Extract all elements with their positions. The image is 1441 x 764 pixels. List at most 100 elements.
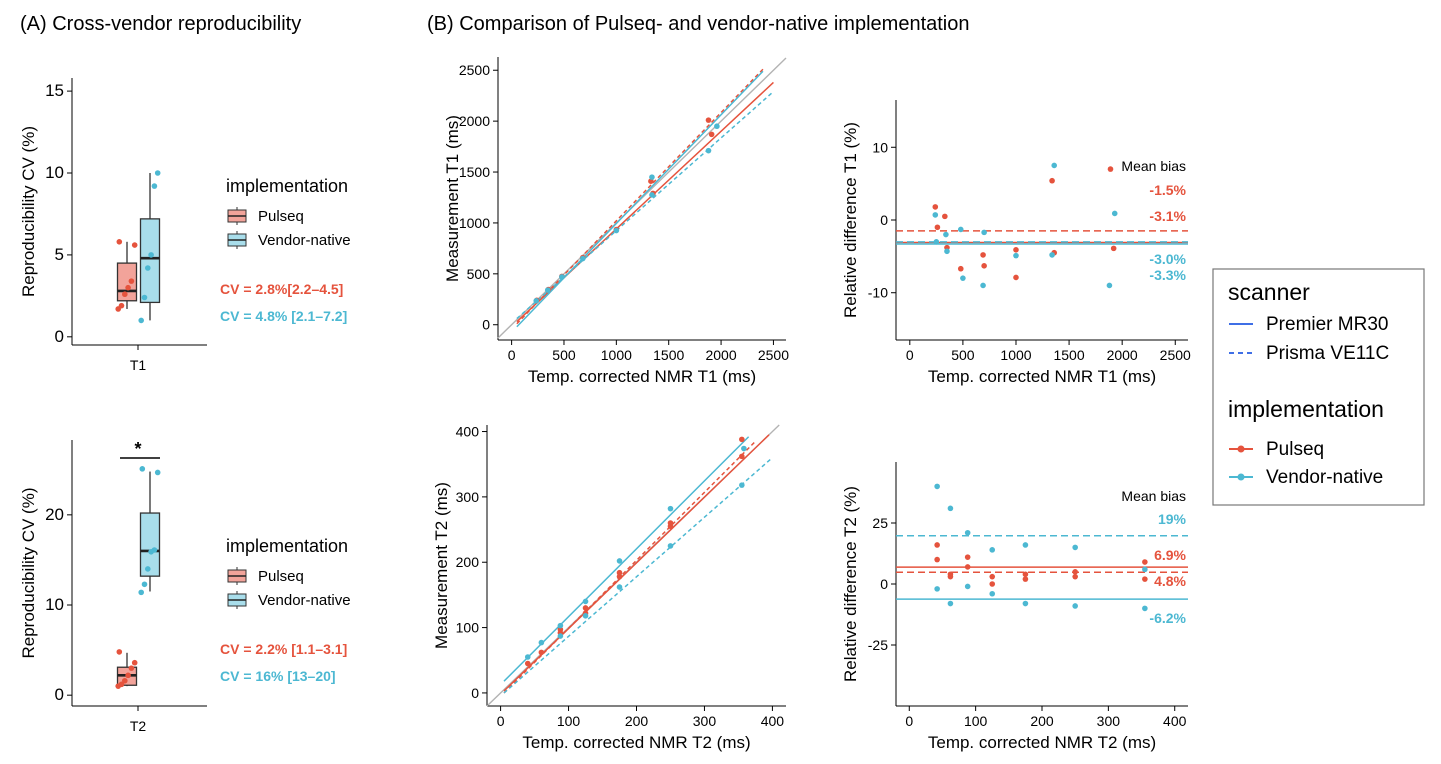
box_t2-cv-annotation: CV = 16% [13–20] <box>220 668 336 684</box>
ba_t2-point-vendor-native <box>1142 566 1148 573</box>
ba_t2-point-pulseq <box>989 573 996 580</box>
box_t2-ylabel: Reproducibility CV (%) <box>19 488 38 659</box>
scatter_t2-fit-vendor-native-prisma-ve11c <box>503 457 773 694</box>
ba_t2-point-pulseq <box>934 542 940 548</box>
ba_t1-point-pulseq <box>1107 166 1114 172</box>
ba_t1-ytick-label: 0 <box>880 212 888 228</box>
ba_t1-xtick-label: 2500 <box>1160 347 1191 363</box>
box_t1-point-pulseq <box>122 291 128 298</box>
scatter_t1-fit-pulseq-prisma-ve11c <box>516 68 764 325</box>
scatter_t2-point-vendor-native <box>667 505 674 512</box>
legend-title-implementation-b: implementation <box>1228 396 1384 422</box>
ba_t1-bias-label: -3.1% <box>1149 208 1186 224</box>
box_t2-ytick-label: 10 <box>45 595 64 614</box>
box_t2-point-vendor-native <box>151 547 158 553</box>
scatter_t2-point-vendor-native <box>741 445 747 452</box>
scatter_t2-ytick-label: 200 <box>456 554 480 570</box>
ba_t2-ytick-label: 25 <box>872 515 888 531</box>
scatter_t1-xtick-label: 2500 <box>758 347 789 363</box>
scatter_t1-point-vendor-native <box>544 287 551 293</box>
scatter_t2-point-vendor-native <box>616 584 623 590</box>
scatter_t1-xtick-label: 500 <box>552 347 576 363</box>
scatter_t2-xtick-label: 100 <box>557 713 581 729</box>
scatter_t1-point-pulseq <box>705 117 712 123</box>
scatter_t1-fit-vendor-native-premier-mr30 <box>516 70 764 328</box>
ba_t1-bias-title: Mean bias <box>1121 158 1186 174</box>
ba_t2-point-pulseq <box>947 573 954 580</box>
ba_t1-point-vendor-native <box>981 229 987 236</box>
legend-key-dot-pulseq <box>1237 445 1245 453</box>
box_t2-point-vendor-native <box>145 566 151 572</box>
scatter_t1-xlabel: Temp. corrected NMR T1 (ms) <box>528 367 756 386</box>
scatter_t1-point-vendor-native <box>613 227 620 234</box>
ba_t2-bias-label: -6.2% <box>1149 610 1186 626</box>
box_t2-point-pulseq <box>118 681 125 688</box>
box_t1-point-pulseq <box>118 302 125 309</box>
legend-label-pulseq: Pulseq <box>258 208 304 225</box>
ba_t2-point-pulseq <box>964 554 971 560</box>
legend-label-impl-vendor-native: Vendor-native <box>1266 467 1383 488</box>
scatter_t2-point-pulseq <box>739 436 745 443</box>
ba_t2-point-pulseq <box>1022 576 1029 582</box>
box_t2-point-pulseq <box>131 659 138 666</box>
scatter_t2-xtick-label: 400 <box>761 713 785 729</box>
box_t2-point-vendor-native <box>139 466 146 472</box>
scatter_t2-point-vendor-native <box>616 558 623 564</box>
box_t2-point-vendor-native <box>138 589 144 596</box>
ba_t1-ytick-label: 10 <box>872 139 888 155</box>
box_t2-point-pulseq <box>128 665 135 671</box>
scatter_t2-point-vendor-native <box>667 543 674 549</box>
scatter_t1-ytick-label: 2000 <box>459 113 490 129</box>
ba_t1-point-vendor-native <box>957 226 964 233</box>
scatter_t2-point-pulseq <box>739 453 745 460</box>
scatter_t1-point-vendor-native <box>559 274 565 280</box>
box_t2-cv-annotation: CV = 2.2% [1.1–3.1] <box>220 641 347 657</box>
ba_t2-point-pulseq <box>964 564 971 570</box>
scatter_t2-xtick-label: 0 <box>497 713 505 729</box>
box_t2-point-pulseq <box>125 672 131 679</box>
box_t1-xtick-label: T1 <box>130 357 147 373</box>
scatter_t1-xtick-label: 0 <box>508 347 516 363</box>
scatter_t2-ytick-label: 0 <box>471 685 479 701</box>
scatter_t1-point-vendor-native <box>649 192 655 198</box>
box_t1-point-vendor-native <box>148 252 154 258</box>
ba_t1-xtick-label: 1500 <box>1053 347 1084 363</box>
ba_t2-bias-label: 19% <box>1158 511 1187 527</box>
ba_t1-point-vendor-native <box>1049 252 1055 258</box>
ba_t1-point-pulseq <box>1049 177 1055 184</box>
legend-title-implementation: implementation <box>226 176 348 196</box>
box_t1-point-pulseq <box>128 278 135 284</box>
ba_t2-ytick-label: 0 <box>880 576 888 592</box>
scatter_t1-xtick-label: 1500 <box>653 347 684 363</box>
scatter_t2-point-pulseq <box>557 626 564 633</box>
scatter_t1-point-vendor-native <box>580 255 586 262</box>
box_t1-point-vendor-native <box>141 294 148 301</box>
panel-title-a: (A) Cross-vendor reproducibility <box>20 13 301 35</box>
ba_t2-point-pulseq <box>989 581 996 587</box>
ba_t1-bias-label: -1.5% <box>1149 182 1186 198</box>
legend-label-impl-pulseq: Pulseq <box>1266 439 1324 460</box>
ba_t2-xtick-label: 300 <box>1097 713 1121 729</box>
scatter_t1-point-vendor-native <box>714 123 720 130</box>
ba_t1-xtick-label: 1000 <box>1000 347 1031 363</box>
ba_t2-xlabel: Temp. corrected NMR T2 (ms) <box>928 733 1156 752</box>
ba_t2-point-vendor-native <box>964 529 971 536</box>
ba_t2-point-vendor-native <box>947 600 954 607</box>
ba_t2-bias-label: 4.8% <box>1154 573 1186 589</box>
scatter_t2-point-pulseq <box>524 660 531 667</box>
ba_t1-point-pulseq <box>934 224 941 231</box>
legend-label-vendor-native: Vendor-native <box>258 592 351 609</box>
ba_t1-xtick-label: 2000 <box>1107 347 1138 363</box>
scatter_t2-ytick-label: 400 <box>456 424 480 440</box>
ba_t1-point-pulseq <box>942 213 948 220</box>
ba_t1-point-pulseq <box>980 252 986 258</box>
ba_t1-bias-label: -3.3% <box>1149 267 1186 283</box>
box_t1-ytick-label: 15 <box>45 81 64 100</box>
scatter_t2-xtick-label: 200 <box>625 713 649 729</box>
ba_t1-point-vendor-native <box>1111 210 1118 217</box>
scatter_t1-fit-vendor-native-prisma-ve11c <box>516 91 774 320</box>
box_t1-cv-annotation: CV = 4.8% [2.1–7.2] <box>220 308 347 324</box>
ba_t1-point-vendor-native <box>1051 162 1058 169</box>
scatter_t1-ytick-label: 2500 <box>459 62 490 78</box>
